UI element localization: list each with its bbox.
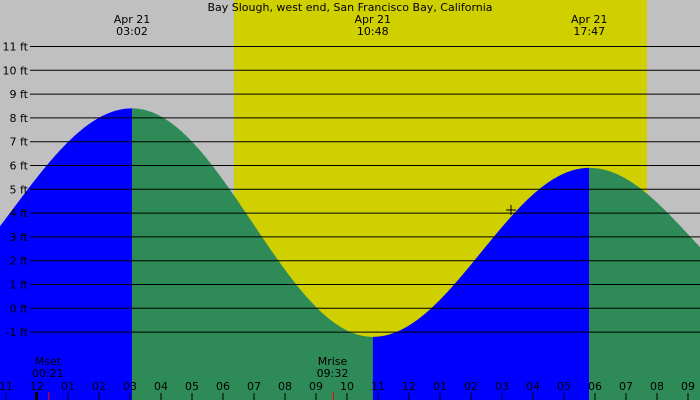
x-tick-label: 12 xyxy=(30,380,44,393)
tide-event-date: Apr 21 xyxy=(355,13,392,26)
chart-title: Bay Slough, west end, San Francisco Bay,… xyxy=(207,1,492,14)
x-tick-label: 01 xyxy=(61,380,75,393)
y-tick-label: 10 ft xyxy=(3,64,29,77)
x-tick-label: 02 xyxy=(464,380,478,393)
current-time-crosshair-icon xyxy=(506,205,516,215)
x-tick-label: 11 xyxy=(0,380,13,393)
midnight-marker xyxy=(35,392,38,400)
y-tick-label: 1 ft xyxy=(10,279,29,292)
x-tick-label: 04 xyxy=(154,380,168,393)
x-tick-label: 09 xyxy=(309,380,323,393)
y-tick-label: 6 ft xyxy=(10,160,29,173)
x-tick-label: 09 xyxy=(681,380,695,393)
tide-event-time: 10:48 xyxy=(357,25,389,38)
x-tick-label: 06 xyxy=(216,380,230,393)
y-tick-label: 5 ft xyxy=(10,183,29,196)
falling-tide-area xyxy=(589,167,700,400)
rising-tide-area xyxy=(0,108,133,400)
tide-event-time: 17:47 xyxy=(573,25,605,38)
y-tick-label: 8 ft xyxy=(10,112,29,125)
x-tick-label: 06 xyxy=(588,380,602,393)
y-tick-label: 9 ft xyxy=(10,88,29,101)
x-tick-label: 05 xyxy=(185,380,199,393)
tide-event-date: Apr 21 xyxy=(571,13,608,26)
x-tick-label: 12 xyxy=(402,380,416,393)
y-tick-label: 0 ft xyxy=(10,302,29,315)
x-tick-label: 10 xyxy=(340,380,354,393)
rising-tide-area xyxy=(372,167,590,400)
x-tick-label: 07 xyxy=(247,380,261,393)
moon-event-time: 09:32 xyxy=(317,367,349,380)
y-tick-label: 3 ft xyxy=(10,231,29,244)
y-tick-label: 4 ft xyxy=(10,207,29,220)
y-tick-label: -1 ft xyxy=(6,326,29,339)
x-tick-label: 02 xyxy=(92,380,106,393)
x-tick-label: 03 xyxy=(495,380,509,393)
x-tick-label: 05 xyxy=(557,380,571,393)
moon-event-time: 00:21 xyxy=(32,367,64,380)
falling-tide-area xyxy=(132,108,373,400)
y-tick-label: 2 ft xyxy=(10,255,29,268)
y-tick-label: 7 ft xyxy=(10,136,29,149)
tide-event-time: 03:02 xyxy=(116,25,148,38)
x-tick-label: 03 xyxy=(123,380,137,393)
x-tick-label: 08 xyxy=(278,380,292,393)
x-tick-label: 07 xyxy=(619,380,633,393)
y-tick-label: 11 ft xyxy=(3,41,29,54)
x-tick-label: 04 xyxy=(526,380,540,393)
x-tick-label: 08 xyxy=(650,380,664,393)
x-tick-label: 01 xyxy=(433,380,447,393)
moon-event-label: Mset xyxy=(35,355,62,368)
moon-event-label: Mrise xyxy=(318,355,348,368)
x-tick-label: 11 xyxy=(371,380,385,393)
tide-event-date: Apr 21 xyxy=(114,13,151,26)
